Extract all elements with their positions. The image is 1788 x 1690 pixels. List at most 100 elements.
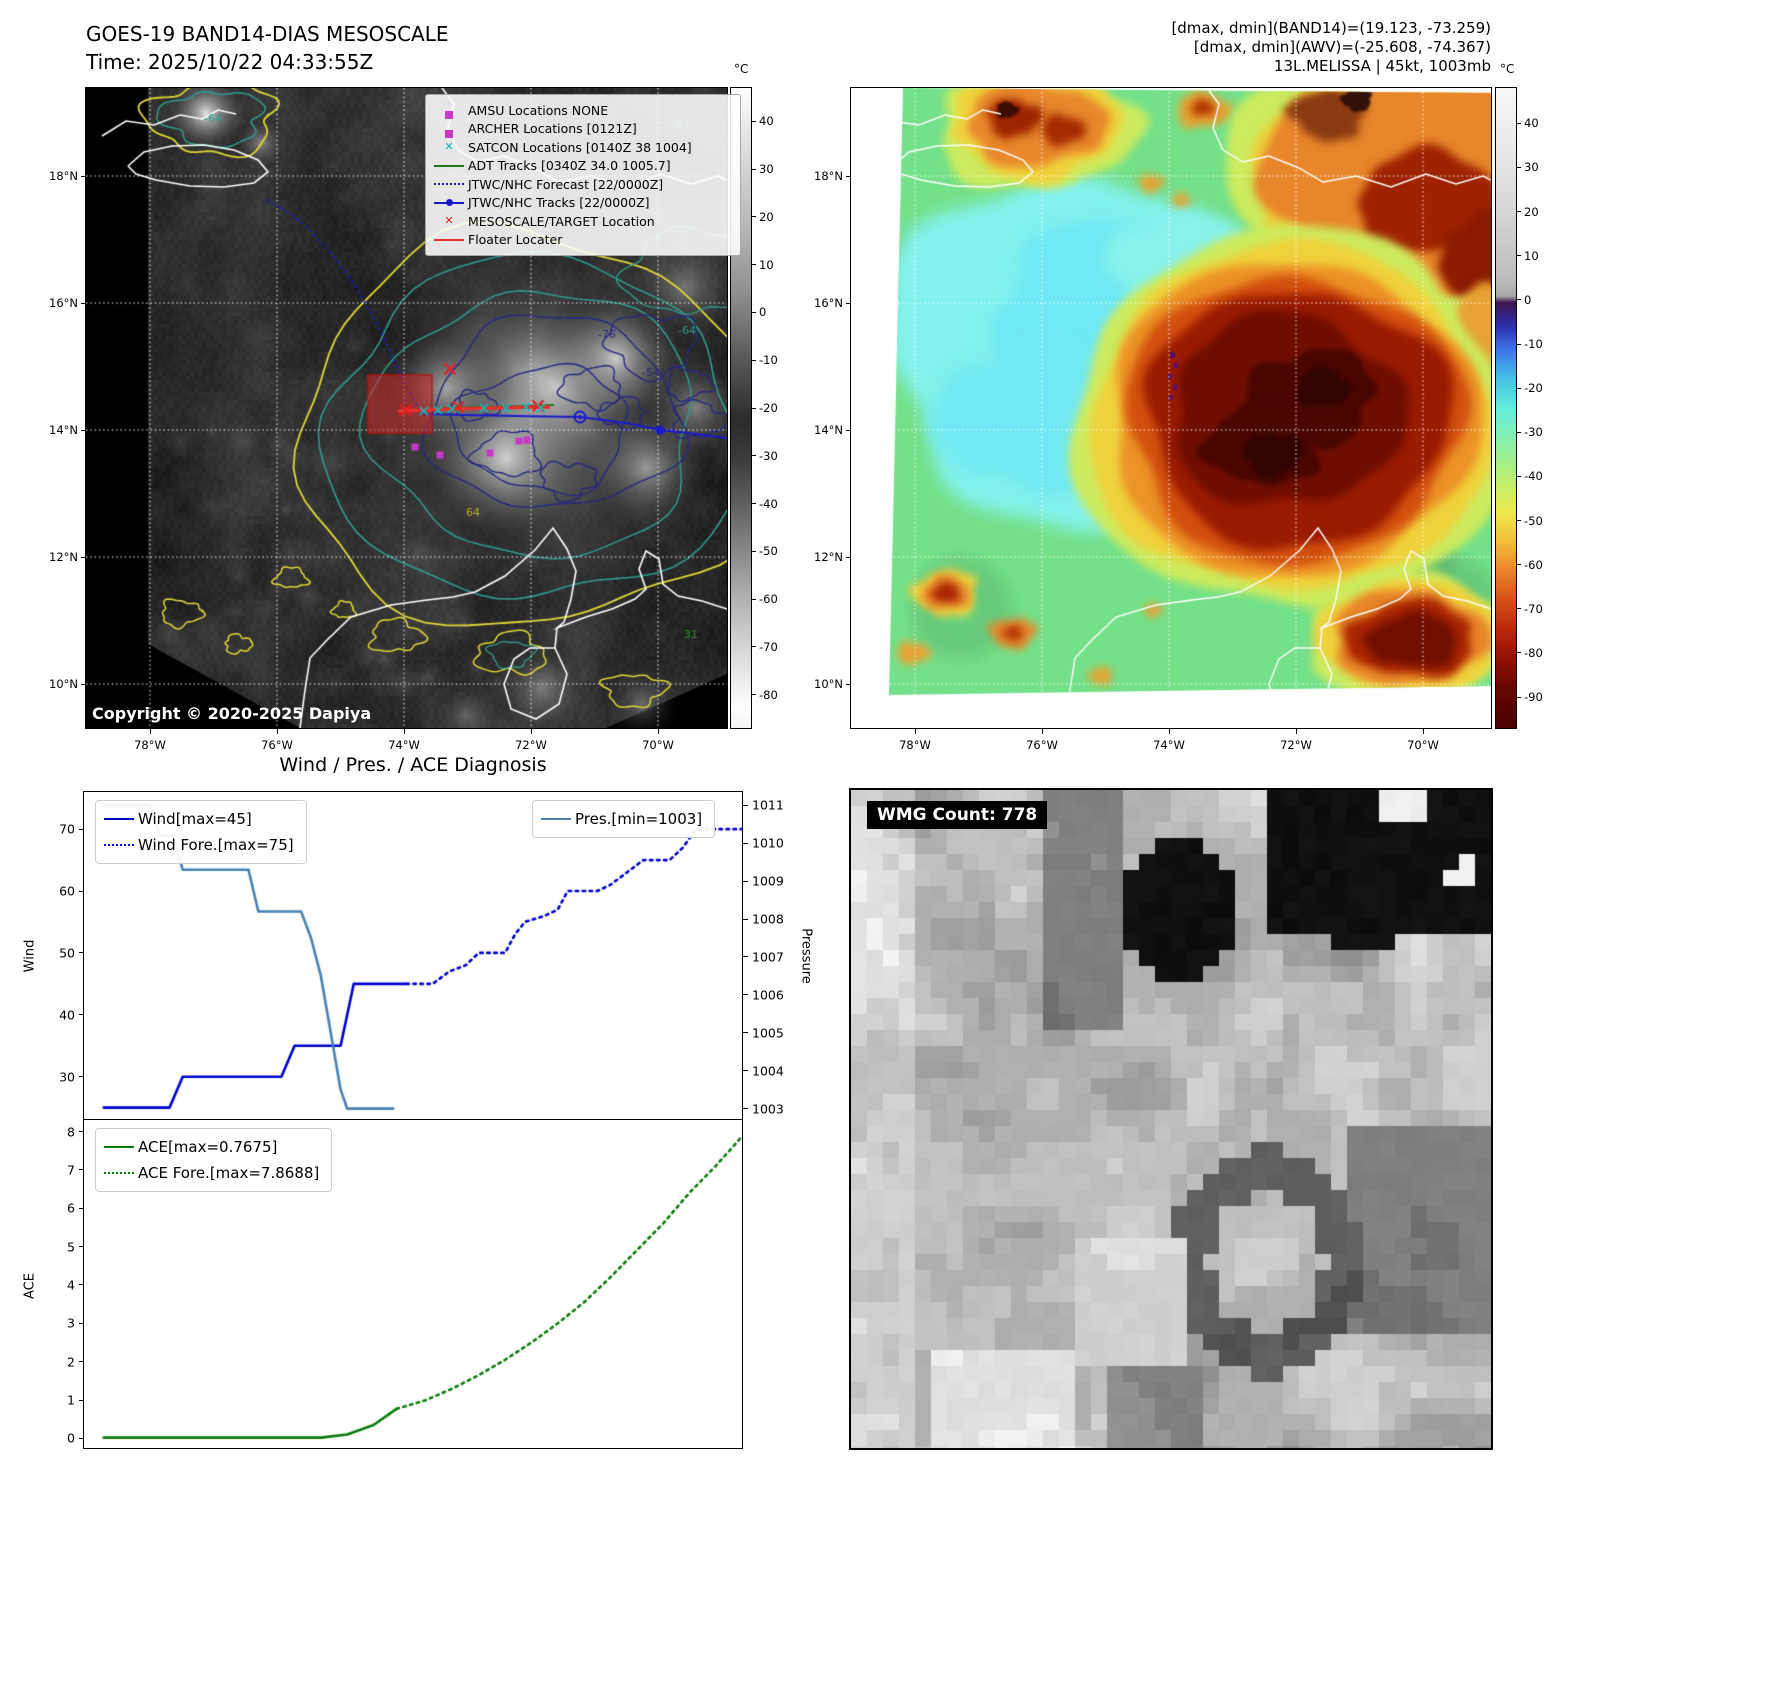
y-tick-label: 1 [67,1392,75,1408]
dotted-marker [434,178,464,190]
y-tick-label: 1010 [752,835,784,851]
legend-item: ✕ SATCON Locations [0140Z 38 1004] [434,138,732,157]
tick-mark [752,311,756,313]
tick-mark [530,729,532,734]
legend-item: JTWC/NHC Forecast [22/0000Z] [434,175,732,194]
copyright-text: Copyright © 2020-2025 Dapiya [92,704,372,723]
tick-mark [752,598,756,600]
colorbar-tick-label: 20 [759,209,774,224]
tick-mark [752,264,756,266]
legend-label: MESOSCALE/TARGET Location [468,213,655,229]
awv-header-band14-dmax: [dmax, dmin](BAND14)=(19.123, -73.259) [1171,19,1491,37]
pressure-legend: Pres.[min=1003] [532,800,716,838]
dotted-marker [104,839,134,851]
lat-tick-label: 10°N [814,677,843,691]
y-tick-label: 6 [67,1200,75,1216]
tick-mark [81,429,86,431]
tick-mark [79,1361,84,1363]
band14-legend: AMSU Locations NONE ARCHER Locations [012… [425,94,741,256]
lat-tick-label: 14°N [814,423,843,437]
tick-mark [743,956,748,958]
tick-mark [914,729,916,734]
y-tick-label: 4 [67,1277,75,1293]
band14-title: GOES-19 BAND14-DIAS MESOSCALE [86,22,449,46]
y-tick-label: 1005 [752,1025,784,1041]
tick-mark [846,175,851,177]
dotted-marker [104,1167,134,1179]
tick-mark [79,1246,84,1248]
colorbar-tick-label: 10 [759,257,774,272]
colorbar-tick-label: -20 [1524,381,1543,396]
tick-mark [752,120,756,122]
colorbar-tick-label: -50 [759,544,778,559]
legend-label: ACE Fore.[max=7.8688] [138,1164,320,1182]
tick-mark [79,1399,84,1401]
y-tick-label: 50 [59,945,75,961]
colorbar-tick-label: -40 [1524,469,1543,484]
tick-mark [752,168,756,170]
tick-mark [752,407,756,409]
tick-mark [743,1070,748,1072]
lat-tick-label: 16°N [814,296,843,310]
tick-mark [743,994,748,996]
lon-tick-label: 70°W [642,738,674,752]
lat-tick-label: 14°N [49,423,78,437]
colorbar-tick-label: -60 [759,592,778,607]
legend-item: ACE[max=0.7675] [104,1134,319,1160]
colorbar-tick-label: -40 [759,496,778,511]
tick-mark [846,683,851,685]
legend-label: SATCON Locations [0140Z 38 1004] [468,139,692,155]
legend-item: Floater Locater [434,231,732,250]
colorbar-tick-label: -10 [759,353,778,368]
colorbar-tick-label: -80 [1524,645,1543,660]
colorbar-tick-label: 10 [1524,248,1539,263]
legend-item: JTWC/NHC Tracks [22/0000Z] [434,194,732,213]
band14-time: Time: 2025/10/22 04:33:55Z [86,50,374,74]
colorbar-tick-label: 30 [1524,160,1539,175]
colorbar-tick-label: -50 [1524,513,1543,528]
tick-mark [743,1108,748,1110]
x-marker: ✕ [444,214,454,228]
tick-mark [743,804,748,806]
tick-mark [1517,299,1521,301]
awv-header-awv-dmax: [dmax, dmin](AWV)=(-25.608, -74.367) [1193,38,1491,56]
colorbar-tick-label: -70 [1524,601,1543,616]
y-tick-label: 30 [59,1069,75,1085]
tick-mark [149,729,151,734]
legend-item: Wind[max=45] [104,806,294,832]
tick-mark [79,1131,84,1132]
lat-tick-label: 10°N [49,677,78,691]
colorbar-tick-label: 30 [759,162,774,177]
tick-mark [1517,431,1521,433]
legend-label: Wind Fore.[max=75] [138,836,294,854]
legend-label: Floater Locater [468,232,563,248]
legend-label: Pres.[min=1003] [575,810,703,828]
lat-tick-label: 18°N [814,169,843,183]
colorbar-tick-label: -10 [1524,337,1543,351]
colorbar-tick-label: -30 [1524,425,1543,440]
ace-axis-label: ACE [22,1273,38,1299]
tick-mark [1517,387,1521,389]
lon-tick-label: 72°W [515,738,547,752]
y-tick-label: 3 [67,1315,75,1331]
tick-mark [752,503,756,505]
tick-mark [752,646,756,648]
tick-mark [79,1322,84,1324]
tick-mark [752,550,756,552]
lon-tick-label: 76°W [1026,738,1058,752]
tick-mark [1517,343,1521,345]
tick-mark [846,429,851,431]
band14-colorbar-unit: °C [734,62,749,76]
y-tick-label: 1008 [752,911,784,927]
tick-mark [1422,729,1424,734]
tick-mark [79,1014,84,1016]
square-marker [434,104,464,120]
legend-item: ACE Fore.[max=7.8688] [104,1160,319,1186]
tick-mark [1517,608,1521,610]
tick-mark [81,556,86,558]
line-dot-marker [434,197,464,209]
line-marker [104,813,134,825]
tick-mark [1517,211,1521,213]
y-tick-label: 1011 [752,797,784,813]
y-tick-label: 1003 [752,1101,784,1117]
